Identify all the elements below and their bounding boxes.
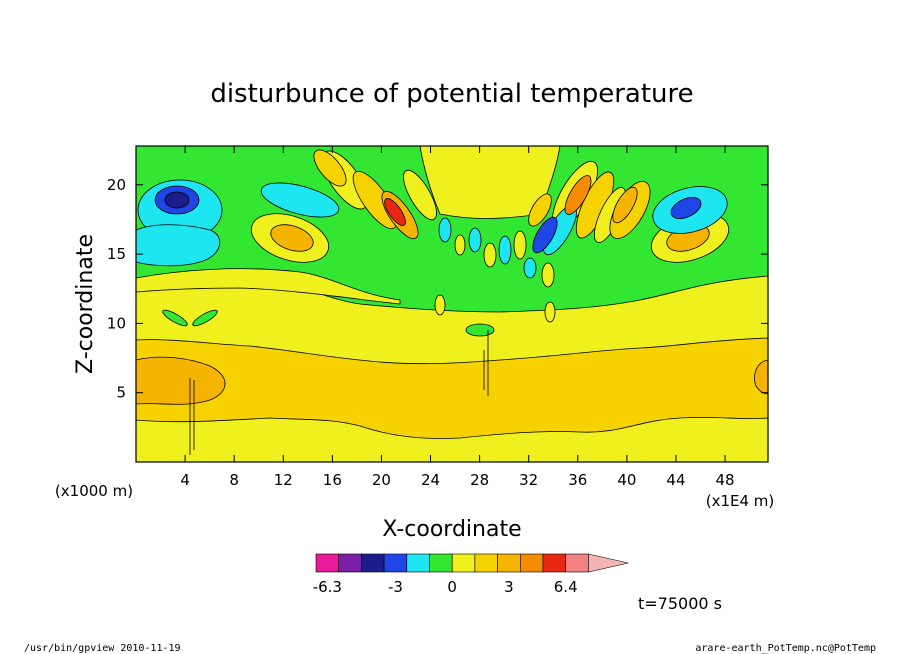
x-tick-label: 24 [421, 471, 440, 489]
contour-cell-green-b [192, 309, 218, 327]
contour-cell-small-6 [523, 257, 537, 279]
colorbar-labels: -6.3 -3 0 3 6.4 [313, 578, 578, 596]
contour-cell-small-3 [513, 230, 527, 260]
contour-wave-right-7 [612, 186, 638, 224]
x-tick-label: 12 [274, 471, 293, 489]
contour-band-yellow-upper [136, 268, 401, 305]
plot-frame [135, 145, 769, 463]
contour-band-yellow-bottom [136, 417, 768, 462]
contour-cell-small-5 [454, 234, 466, 256]
y-tick-label: 20 [107, 176, 126, 194]
contour-cell-small-2 [498, 235, 512, 265]
y-tick-label: 15 [107, 245, 126, 263]
colorbar-label: -3 [388, 578, 403, 596]
colorbar-swatch [383, 553, 408, 573]
x-axis-label: X-coordinate [382, 517, 521, 542]
time-label: t=75000 s [638, 594, 722, 613]
contour-cell-green-c [465, 323, 495, 337]
colorbar-swatch [474, 553, 498, 573]
contour-cell-navy-left [164, 191, 190, 209]
x-tick-label: 16 [323, 471, 342, 489]
y-axis-label: Z-coordinate [73, 234, 98, 374]
x-tick-label: 28 [470, 471, 489, 489]
contour-band-cyan-left [136, 224, 221, 267]
colorbar-swatch [429, 553, 453, 573]
contour-wave-right-2 [532, 216, 558, 254]
colorbar-swatch [542, 553, 567, 573]
colorbar-swatch [361, 553, 385, 573]
contour-cell-orange-mid [270, 224, 314, 252]
x-tick-label: 20 [372, 471, 391, 489]
chart-title: disturbunce of potential temperature [210, 79, 693, 109]
y-axis: 5 10 15 20 [107, 176, 768, 402]
y-tick-label: 10 [107, 314, 126, 332]
colorbar-label: 0 [447, 578, 457, 596]
plot-area [136, 146, 768, 462]
colorbar-label: 3 [504, 578, 514, 596]
colorbar-swatch [315, 553, 340, 573]
x-tick-label: 32 [519, 471, 538, 489]
x-tick-label: 36 [568, 471, 587, 489]
x-tick-label: 48 [716, 471, 735, 489]
y-unit-label: (x1000 m) [55, 482, 133, 500]
contour-wave-left-4 [313, 149, 347, 187]
contour-cell-small-0 [438, 217, 452, 243]
contour-band-yellow-top [419, 146, 561, 219]
x-tick-label: 4 [180, 471, 190, 489]
colorbar-swatch [338, 553, 362, 573]
colorbar-label: 6.4 [554, 578, 578, 596]
contour-cell-small-9 [544, 301, 556, 323]
x-tick-label: 8 [229, 471, 239, 489]
contour-cell-small-1 [468, 227, 482, 253]
colorbar-swatch [406, 553, 430, 573]
colorbar-swatch [497, 553, 521, 573]
x-tick-label: 44 [666, 471, 685, 489]
contour-cell-small-8 [434, 294, 446, 316]
contour-cell-small-4 [483, 242, 497, 268]
x-axis: 4 8 12 16 20 24 28 32 36 40 44 48 [180, 146, 735, 489]
contour-wave-right-8 [528, 193, 552, 227]
contour-fields [136, 146, 768, 462]
contour-cell-cyan-upper [260, 182, 340, 218]
colorbar [315, 553, 629, 573]
contour-cell-green-a [162, 309, 188, 327]
contour-band-orange-left [136, 356, 226, 405]
colorbar-swatch [565, 553, 589, 573]
y-tick-label: 5 [116, 384, 126, 402]
contour-wave-left-5 [384, 198, 406, 226]
contour-band-orange-right [754, 359, 768, 395]
x-tick-label: 40 [617, 471, 636, 489]
contour-wave-left-3 [403, 169, 437, 221]
colorbar-swatch [519, 553, 544, 573]
colorbar-arrow [588, 553, 629, 573]
contour-cell-blue-right [670, 197, 702, 219]
x-unit-label: (x1E4 m) [706, 492, 775, 510]
footer-right: arare-earth_PotTemp.nc@PotTemp [695, 643, 876, 654]
colorbar-swatch [451, 553, 476, 573]
footer-left: /usr/bin/gpview 2010-11-19 [24, 643, 181, 654]
contour-wave-right-4 [564, 175, 592, 215]
colorbar-label: -6.3 [313, 578, 342, 596]
contour-cell-small-7 [541, 262, 555, 288]
